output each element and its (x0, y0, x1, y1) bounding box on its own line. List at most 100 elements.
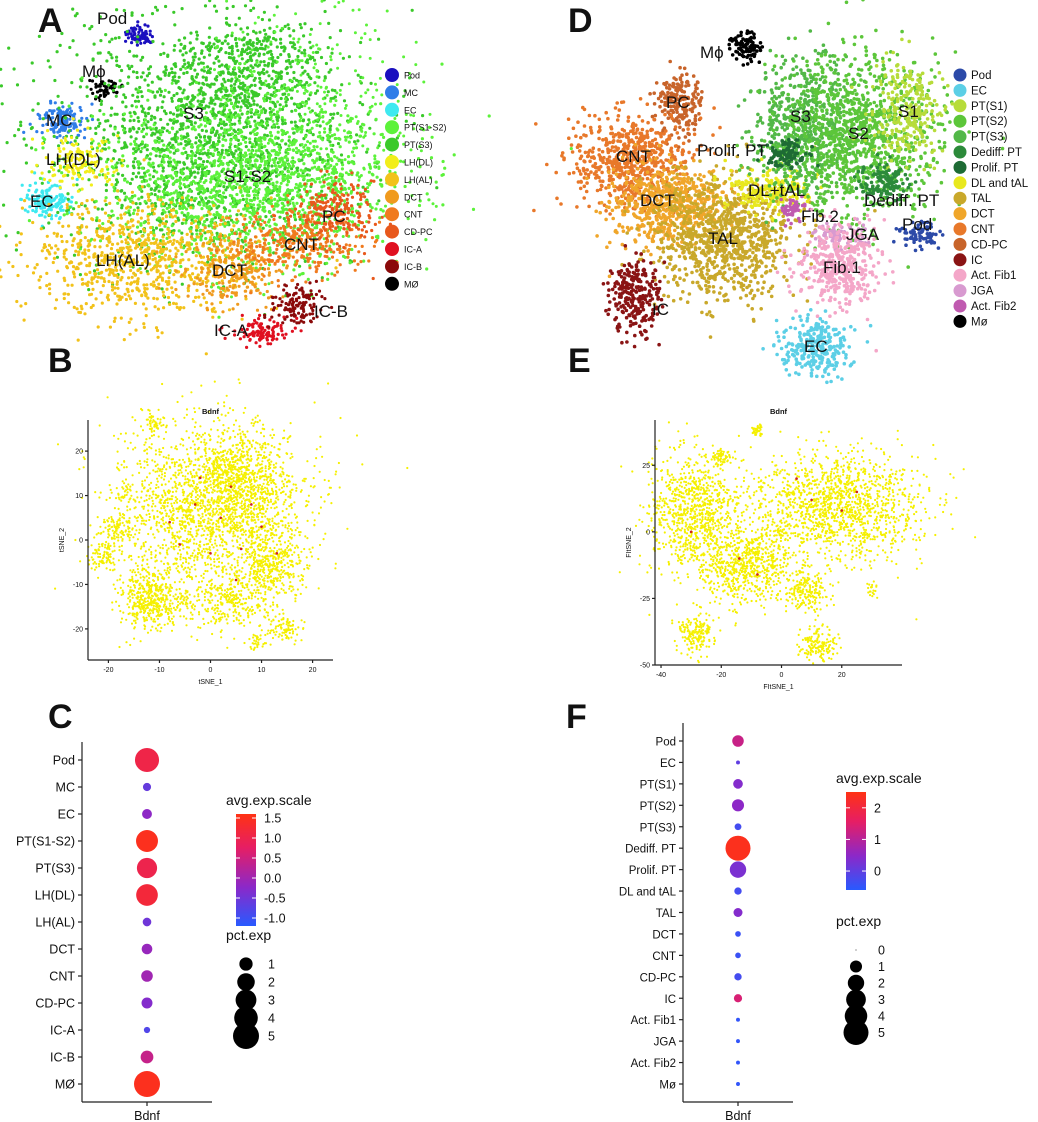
panel-letter-b: B (48, 342, 73, 380)
legend-dot-cnt (953, 222, 967, 236)
high-expression-point (756, 573, 759, 576)
expression-cloud (145, 412, 165, 437)
size-legend-label: 5 (878, 1026, 885, 1040)
expression-cloud (866, 580, 879, 599)
legend-dot-act-fib1 (953, 268, 967, 282)
category-label-dct: DCT (49, 943, 75, 957)
category-label-dediff-pt: Dediff. PT (625, 844, 676, 856)
cluster-pod (892, 219, 945, 253)
annotation-m: Mϕ (82, 62, 106, 81)
cluster-pt-s3-top (157, 0, 363, 171)
annotation-dl-tal: DL+tAL (748, 181, 805, 200)
legend-label-cd-pc: CD-PC (971, 239, 1007, 251)
annotation-dct: DCT (640, 191, 675, 210)
legend-dot-dct (953, 207, 967, 221)
size-legend-label: 4 (878, 1010, 885, 1024)
y-tick-label: -50 (640, 663, 650, 670)
annotation-ic-b: IC-B (314, 302, 348, 321)
annotation-s1: S1 (898, 102, 919, 121)
legend-label-cnt: CNT (404, 210, 423, 220)
annotation-pc: PC (666, 93, 690, 112)
color-bar (846, 792, 866, 890)
y-axis-label: FItSNE_2 (626, 527, 633, 557)
legend-label-cd-pc: CD-PC (404, 227, 433, 237)
high-expression-point (178, 543, 182, 546)
legend-dot-act-fib2 (953, 299, 967, 313)
y-tick-label: 0 (79, 538, 83, 545)
cluster-cd-pc (648, 59, 704, 149)
expression-cloud (796, 623, 843, 665)
x-tick-label: -20 (103, 667, 113, 674)
dot-act-fib1 (736, 1017, 740, 1022)
category-label-ic: IC (665, 994, 677, 1006)
expression-cloud (775, 557, 840, 622)
color-tick-label: 0.5 (264, 852, 281, 866)
chart-title: Bdnf (202, 407, 220, 416)
category-label-prolif-pt: Prolif. PT (629, 865, 676, 877)
annotation-dct: DCT (212, 261, 247, 280)
annotation-lh-dl: LH(DL) (46, 150, 101, 169)
cluster-pod (124, 20, 154, 47)
cluster-prolif-pt (756, 137, 820, 171)
chart-title: Bdnf (770, 407, 788, 416)
legend-label-ec: EC (971, 85, 987, 97)
legend-label-pt-s3: PT(S3) (971, 132, 1008, 144)
high-expression-point (855, 490, 859, 494)
high-expression-point (810, 498, 813, 502)
size-legend-label: 2 (878, 977, 885, 991)
annotation-m: Mϕ (700, 43, 724, 62)
color-bar (236, 814, 256, 926)
category-label-pt-s3: PT(S3) (640, 822, 677, 834)
legend-label-lh-al: LH(AL) (404, 175, 433, 185)
expression-cloud (187, 406, 295, 530)
x-tick-label: -40 (656, 672, 666, 679)
legend-dot-pod (953, 68, 967, 82)
size-legend-label: 3 (268, 994, 275, 1008)
legend-dot-ec (385, 102, 399, 117)
color-tick-label: 0 (874, 865, 881, 879)
panel-letter-a: A (38, 2, 63, 40)
expression-cloud (79, 532, 124, 572)
color-tick-label: 1.5 (264, 812, 281, 826)
expression-cloud (111, 545, 188, 647)
dot-act-fib2 (736, 1060, 740, 1065)
expression-cloud (673, 504, 824, 627)
legend-dot-cnt (385, 207, 399, 222)
x-tick-label: 0 (209, 667, 213, 674)
legend-label-pod: Pod (971, 70, 991, 82)
expression-cloud (751, 423, 763, 438)
category-label-m: Mø (659, 1080, 676, 1092)
expression-cloud (618, 421, 762, 617)
category-label-cnt: CNT (49, 970, 75, 984)
dot-tal (733, 908, 743, 917)
dot-lh-dl (136, 884, 158, 906)
category-label-pod: Pod (53, 754, 75, 768)
feature-plot-b (54, 378, 409, 651)
annotation-dediff-pt: Dediff. PT (864, 191, 939, 210)
size-legend-label: 2 (268, 976, 275, 990)
x-tick-label: 10 (258, 667, 266, 674)
dot-prolif-pt (729, 861, 747, 878)
annotation-pod: Pod (902, 215, 932, 234)
legend-label-jga: JGA (971, 286, 994, 298)
cluster-macrophage (88, 78, 124, 103)
legend-dot-ic-a (385, 242, 399, 256)
x-tick-label: 20 (838, 672, 846, 679)
cluster-dediff-pt (852, 152, 918, 207)
dot-ic-a (143, 1026, 151, 1034)
legend-dot-ic-b (385, 259, 399, 274)
x-tick-label: 20 (309, 667, 317, 674)
dot-ic-b (140, 1050, 154, 1064)
annotation-ec: EC (804, 337, 828, 356)
legend-label-pt-s3: PT(S3) (404, 140, 433, 150)
dot-pt-s1-s2 (136, 830, 158, 852)
cluster-dl-tal (713, 157, 824, 222)
x-axis-label: FItSNE_1 (763, 684, 793, 691)
legend-label-dct: DCT (404, 192, 423, 202)
size-legend-title: pct.exp (836, 913, 881, 929)
cluster-macrophage (727, 29, 765, 67)
cluster-ec (19, 171, 79, 228)
legend-label-tal: TAL (971, 193, 992, 205)
size-legend-label: 4 (268, 1012, 275, 1026)
